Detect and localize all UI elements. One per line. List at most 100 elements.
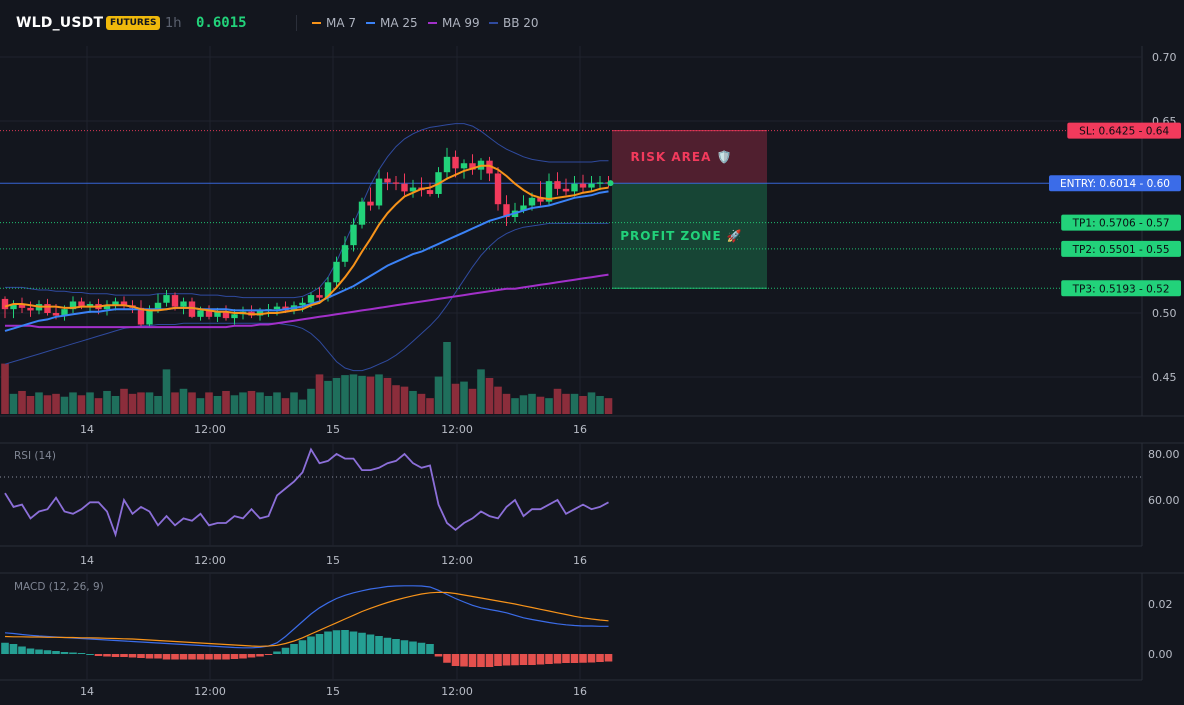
candle-body: [392, 182, 400, 184]
volume-bar: [596, 396, 604, 414]
macd-hist-bar: [528, 654, 536, 665]
volume-bar: [86, 392, 94, 414]
candle-body: [554, 181, 561, 189]
volume-bar: [154, 396, 162, 414]
candle-body: [358, 201, 366, 225]
macd-tick-label: 0.02: [1148, 598, 1173, 611]
macd-hist-bar: [222, 654, 230, 660]
macd-hist-bar: [434, 654, 443, 657]
candle-body: [367, 201, 374, 206]
level-tag-label-1: ENTRY: 0.6014 - 0.60: [1060, 178, 1170, 190]
macd-tick-label: 0.00: [1148, 648, 1173, 661]
volume-bar: [69, 392, 77, 414]
volume-bar: [358, 375, 366, 414]
candle-body: [375, 178, 383, 206]
candle-body: [180, 301, 187, 307]
macd-hist-bar: [120, 654, 128, 657]
volume-bar: [426, 398, 434, 414]
candle-body: [273, 306, 281, 310]
macd-hist-bar: [596, 654, 604, 662]
candle-body: [409, 187, 417, 192]
macd-hist-bar: [511, 654, 519, 666]
volume-bar: [349, 374, 358, 414]
macd-hist-bar: [332, 630, 341, 654]
candle-body: [78, 301, 85, 307]
macd-hist-bar: [383, 637, 392, 654]
macd-hist-bar: [426, 644, 434, 654]
volume-bar: [137, 392, 145, 414]
macd-hist-bar: [205, 654, 213, 660]
macd-hist-bar: [145, 654, 154, 659]
volume-bar: [341, 375, 349, 414]
macd-hist-bar: [324, 631, 332, 654]
macd-hist-bar: [103, 654, 111, 657]
macd-hist-bar: [545, 654, 553, 664]
legend-ma99[interactable]: MA 99: [428, 16, 480, 30]
macd-hist-bar: [375, 636, 383, 654]
ma25-line: [4, 190, 609, 332]
macd-line-0: [4, 585, 609, 649]
volume-bar: [409, 390, 417, 414]
macd-hist-bar: [358, 632, 366, 654]
macd-hist-bar: [315, 634, 324, 654]
price-tick-label: 0.45: [1152, 371, 1177, 384]
macd-hist-bar: [570, 654, 579, 663]
candle-body: [307, 295, 315, 303]
level-tag-label-0: SL: 0.6425 - 0.64: [1079, 126, 1169, 138]
candle-body: [384, 178, 391, 183]
zone-0: [612, 130, 767, 184]
candle-body: [528, 197, 536, 206]
candle-body: [494, 173, 502, 205]
timeframe-button[interactable]: 1h: [165, 16, 182, 31]
candle-body: [222, 311, 230, 319]
macd-hist-bar: [69, 652, 77, 654]
volume-bar: [290, 392, 298, 414]
macd-line-1: [4, 591, 609, 647]
macd-hist-bar: [18, 646, 26, 654]
volume-bar: [553, 388, 562, 414]
macd-hist-bar: [94, 654, 103, 656]
time-tick-label: 12:00: [194, 423, 226, 436]
candle-body: [452, 156, 459, 169]
candle-body: [112, 301, 119, 306]
legend-bb20[interactable]: BB 20: [489, 16, 539, 30]
volume-bar: [468, 388, 477, 414]
macd-hist-bar: [307, 636, 315, 654]
macd-hist-bar: [460, 654, 468, 667]
ma7-line: [4, 164, 609, 316]
volume-bar: [52, 393, 60, 414]
volume-bar: [485, 378, 494, 414]
macd-hist-bar: [52, 651, 60, 654]
volume-bar: [213, 396, 222, 414]
level-tag-label-4: TP3: 0.5193 - 0.52: [1072, 283, 1170, 295]
candle-body: [256, 310, 264, 316]
candle-body: [197, 310, 204, 317]
header-divider: [296, 15, 297, 31]
rsi-time-tick-label: 14: [80, 554, 94, 567]
rsi-pane: 80.00 60.00 RSI (14) 14 12:00 15 12:00 16: [0, 442, 1184, 567]
volume-bar: [460, 381, 468, 414]
candle-body: [426, 190, 434, 194]
volume-bar: [307, 388, 315, 414]
volume-bar: [222, 390, 230, 414]
rsi-time-tick-label: 12:00: [441, 554, 473, 567]
candle-body: [588, 183, 595, 188]
volume-bar: [247, 390, 256, 414]
macd-hist-bar: [587, 654, 596, 663]
legend-ma7[interactable]: MA 7: [312, 16, 356, 30]
candle-body: [537, 197, 544, 202]
volume-bar: [179, 388, 188, 414]
candle-body: [137, 307, 145, 325]
symbol-label[interactable]: WLD_USDT: [16, 15, 104, 31]
macd-hist-bar: [26, 648, 35, 654]
legend-ma25-label: MA 25: [380, 16, 418, 30]
candle-body: [341, 245, 349, 262]
macd-hist-bar: [137, 654, 145, 658]
candle-body: [231, 314, 238, 319]
volume-bar: [443, 342, 451, 414]
time-tick-label: 16: [573, 423, 587, 436]
legend-ma25[interactable]: MA 25: [366, 16, 418, 30]
macd-hist-bar: [366, 634, 375, 654]
